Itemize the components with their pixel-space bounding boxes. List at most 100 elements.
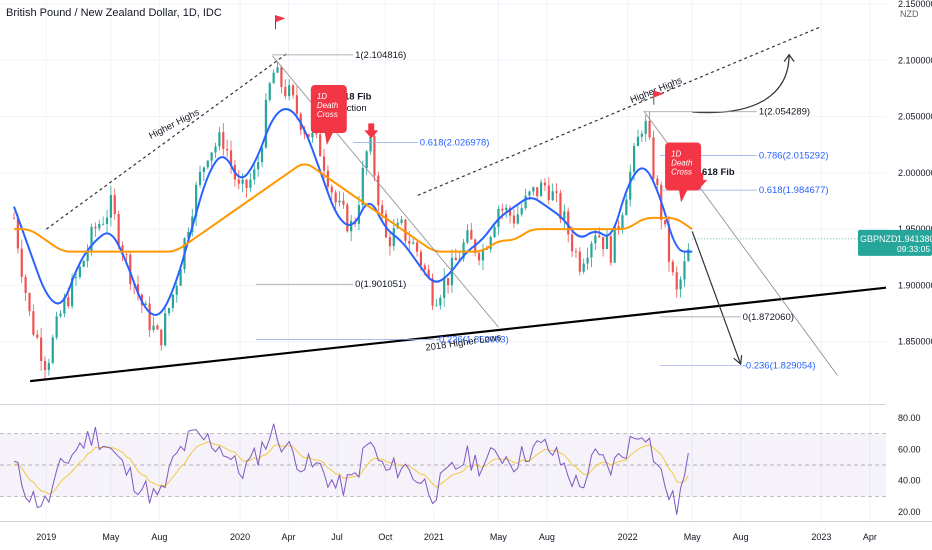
candle-body <box>400 219 403 223</box>
death-cross-text: 1D <box>671 149 681 158</box>
candle-body <box>319 134 322 157</box>
price-tick-label: 2.050000 <box>898 112 932 122</box>
candle-body <box>257 162 260 170</box>
candle-body <box>12 217 16 219</box>
candle-body <box>419 251 423 266</box>
candle-body <box>629 171 632 200</box>
chart-title: British Pound / New Zealand Dollar, 1D, … <box>6 7 222 19</box>
candle-body <box>524 195 527 209</box>
candle-body <box>322 156 326 171</box>
candle-body <box>567 211 570 235</box>
candle-body <box>195 184 198 217</box>
death-cross-text: Cross <box>671 167 692 176</box>
death-cross-balloon <box>310 85 347 146</box>
candle-body <box>446 278 450 286</box>
candle-body <box>423 265 426 270</box>
candle-body <box>179 269 182 286</box>
down-arrow <box>364 123 379 139</box>
candle-body <box>202 167 206 172</box>
price-tick-label: 1.850000 <box>898 337 932 347</box>
candle-body <box>82 260 85 267</box>
higher-highs-line <box>45 51 289 230</box>
candle-body <box>291 85 295 96</box>
candle-body <box>90 226 93 252</box>
candle-body <box>214 146 217 153</box>
death-cross-text: Death <box>671 158 693 167</box>
candle-body <box>439 297 442 306</box>
candle-body <box>36 334 39 338</box>
candle-body <box>462 242 465 259</box>
candle-body <box>210 152 213 161</box>
candle-body <box>198 171 202 185</box>
candle-body <box>288 85 291 97</box>
candle-body <box>551 191 554 201</box>
candle-body <box>32 311 35 335</box>
candle-body <box>175 285 178 295</box>
candle-body <box>652 137 655 179</box>
candle-body <box>136 284 140 295</box>
candle-body <box>381 205 384 215</box>
candle-body <box>98 224 101 229</box>
flag-icon <box>653 90 664 98</box>
candle-body <box>167 308 171 314</box>
candle-body <box>67 297 70 307</box>
fib-level-label: 0(1.901051) <box>355 279 406 290</box>
candle-body <box>350 220 353 232</box>
arrow-head <box>733 355 743 366</box>
candle-body <box>663 220 667 225</box>
candle-body <box>570 234 574 252</box>
candle-body <box>601 237 605 250</box>
rsi-tick-label: 20.00 <box>898 507 921 517</box>
death-cross-text: Death <box>317 101 339 110</box>
candle-body <box>222 132 225 149</box>
candle-body <box>543 182 547 186</box>
time-tick-label: 2019 <box>36 532 56 542</box>
candle-body <box>489 237 492 250</box>
candle-body <box>539 182 543 197</box>
candle-body <box>617 225 620 229</box>
time-tick-label: 2023 <box>811 532 831 542</box>
candle-body <box>253 169 256 180</box>
candle-body <box>640 133 643 137</box>
candle-body <box>470 230 473 240</box>
candle-body <box>264 99 268 148</box>
time-tick-label: Jul <box>331 532 343 542</box>
candle-body <box>71 278 74 307</box>
death-cross-text: 1D <box>317 92 327 101</box>
candle-body <box>582 263 585 272</box>
candle-body <box>528 191 531 196</box>
candle-body <box>40 337 43 361</box>
candle-body <box>226 148 229 151</box>
candle-body <box>315 132 318 135</box>
candle-body <box>598 235 601 238</box>
candle-body <box>276 67 279 73</box>
candle-body <box>55 316 58 338</box>
candle-body <box>532 187 535 192</box>
candle-body <box>481 249 485 261</box>
candle-body <box>373 135 376 176</box>
time-tick-label: Aug <box>539 532 555 542</box>
candle-body <box>632 145 636 172</box>
time-tick-label: May <box>102 532 120 542</box>
ma-slow-line <box>14 163 693 253</box>
fib-level-label: 1(2.054289) <box>759 107 810 118</box>
candle-body <box>563 211 566 220</box>
time-tick-label: Aug <box>733 532 749 542</box>
price-tick-label: 2.100000 <box>898 55 932 65</box>
time-tick-label: Oct <box>378 532 393 542</box>
candle-body <box>536 187 539 197</box>
candle-body <box>113 195 116 215</box>
candle-body <box>477 253 481 261</box>
candle-body <box>377 175 380 206</box>
time-tick-label: Aug <box>151 532 167 542</box>
descending-trendline <box>272 55 499 328</box>
fib-level-label: -0.236(1.852063) <box>436 334 509 345</box>
candle-body <box>229 150 233 165</box>
candle-body <box>156 325 159 330</box>
rsi-tick-label: 80.00 <box>898 413 921 423</box>
candle-body <box>656 178 659 185</box>
annotation-fib-rejection: 0.618 Fib <box>331 92 372 103</box>
candle-body <box>520 208 523 215</box>
candle-body <box>338 200 341 203</box>
